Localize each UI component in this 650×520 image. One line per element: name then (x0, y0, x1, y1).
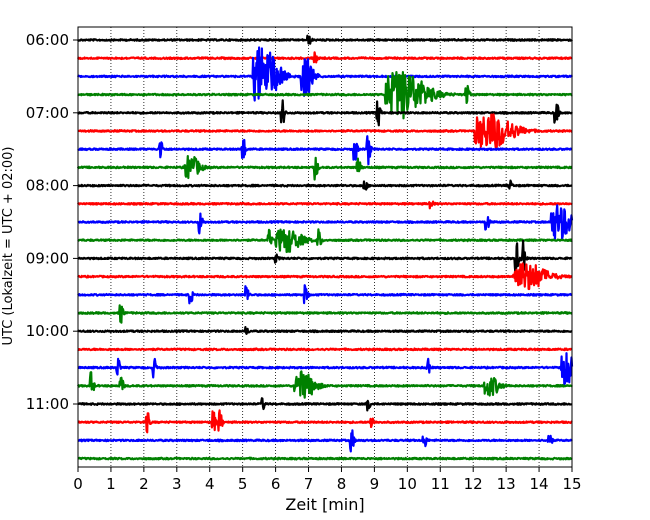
seismogram-trace (77, 135, 573, 166)
seismogram-trace (77, 304, 573, 324)
seismogram-trace (77, 262, 573, 291)
x-tick-label: 9 (370, 475, 380, 493)
seismogram-trace (77, 456, 573, 461)
seismogram-trace (76, 51, 573, 64)
seismogram-trace (77, 352, 574, 386)
trace-layer (76, 34, 574, 461)
seismogram-trace (77, 113, 573, 149)
x-tick-label: 5 (238, 475, 248, 493)
seismogram-trace (77, 204, 574, 240)
x-tick-label: 14 (530, 475, 549, 493)
y-tick-label: 06:00 (26, 31, 69, 49)
seismogram-trace (76, 155, 573, 181)
y-tick-label: 11:00 (26, 395, 69, 413)
y-tick-label: 09:00 (26, 249, 69, 267)
seismogram-trace (77, 200, 573, 210)
seismogram-trace (76, 46, 573, 102)
seismogram-trace (77, 429, 573, 453)
seismogram-trace (77, 347, 573, 352)
x-tick-label: 13 (497, 475, 516, 493)
y-axis-ticks: 06:00 07:00 08:00 09:00 10:00 11:00 (26, 31, 78, 413)
seismogram-trace (77, 228, 573, 254)
x-tick-label: 10 (398, 475, 417, 493)
y-axis-label: UTC (Lokalzeit = UTC + 02:00) (1, 147, 16, 346)
x-tick-label: 8 (337, 475, 347, 493)
y-tick-label: 07:00 (26, 104, 69, 122)
seismogram-trace (77, 239, 573, 277)
x-tick-label: 11 (431, 475, 450, 493)
x-tick-label: 4 (205, 475, 215, 493)
x-tick-label: 2 (139, 475, 149, 493)
seismogram-trace (77, 409, 573, 434)
y-tick-label: 08:00 (26, 177, 69, 195)
x-tick-label: 15 (562, 475, 581, 493)
x-tick-label: 0 (73, 475, 83, 493)
seismogram-trace (77, 284, 573, 305)
x-axis-ticks: 0 1 2 3 4 5 6 7 8 9 10 11 12 13 14 15 (73, 467, 582, 493)
seismogram-trace (77, 370, 573, 399)
grid-lines (110, 27, 540, 467)
seismogram-trace (77, 99, 573, 127)
x-tick-label: 3 (172, 475, 182, 493)
x-tick-label: 12 (464, 475, 483, 493)
plot-frame (77, 26, 573, 468)
seismogram-trace (76, 34, 573, 45)
seismogram-trace (77, 326, 573, 335)
y-tick-label: 10:00 (26, 322, 69, 340)
seismogram-trace (77, 71, 573, 120)
seismogram-trace (77, 179, 573, 191)
x-axis-label: Zeit [min] (285, 495, 364, 514)
x-tick-label: 7 (304, 475, 314, 493)
seismogram-trace (77, 397, 573, 412)
x-tick-label: 1 (106, 475, 116, 493)
x-tick-label: 6 (271, 475, 281, 493)
